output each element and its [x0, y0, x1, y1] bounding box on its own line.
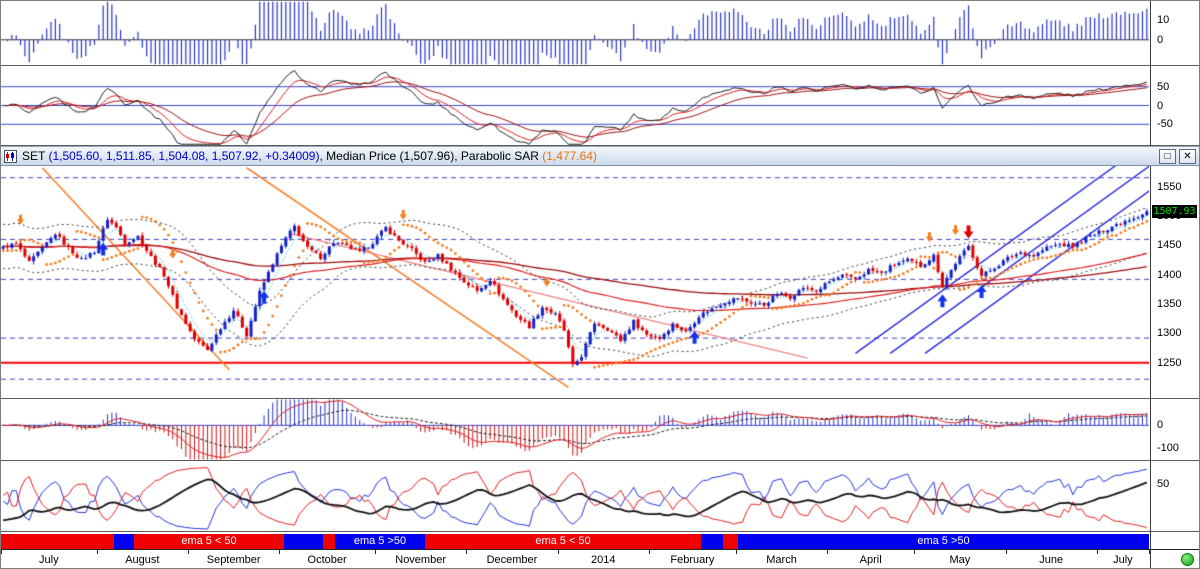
y-axis-label: 1350 [1157, 298, 1182, 311]
month-label: April [859, 554, 882, 566]
month-label: December [486, 554, 538, 566]
y-axis-label: 10 [1157, 14, 1170, 27]
x-axis-tick [374, 550, 376, 554]
status-indicator[interactable] [1181, 553, 1194, 566]
title-segment: (1,505.60, 1,511.85, 1,504.08, 1,507.92,… [48, 149, 320, 163]
panel-second-oscillator: 50 0 -50 [1, 66, 1199, 146]
adx-canvas[interactable] [1, 461, 1149, 531]
macd-canvas[interactable] [1, 399, 1149, 460]
month-label: October [307, 554, 347, 566]
title-segment: SET [22, 149, 49, 163]
ribbon-segment-blue: ema 5 >50 [738, 534, 1149, 549]
month-label: July [39, 554, 59, 566]
month-label: February [670, 554, 715, 566]
x-axis: July August September October November Decemb… [1, 550, 1199, 568]
month-label: September [206, 554, 261, 566]
y-axis-label: 1400 [1157, 268, 1182, 281]
title-segment: , Median Price (1,507.96), Parabolic SAR [319, 149, 543, 163]
y-axis-label: 50 [1157, 80, 1170, 93]
titlebar[interactable]: SET (1,505.60, 1,511.85, 1,504.08, 1,507… [1, 146, 1199, 166]
y-axis-label: 1550 [1157, 180, 1182, 193]
x-axis-tick [914, 550, 916, 554]
y-axis-label: 1250 [1157, 356, 1182, 369]
ribbon-segment-red [323, 534, 335, 549]
window-title: SET (1,505.60, 1,511.85, 1,504.08, 1,507… [22, 149, 1156, 163]
panel-macd: 0 -100 [1, 399, 1199, 461]
panel-main-price: 15501500145014001350130012501507.93 [1, 166, 1199, 399]
ribbon-segment-blue [114, 534, 134, 549]
title-segment: (1,477.64) [542, 149, 597, 163]
y-axis-label: 0 [1157, 419, 1164, 432]
ribbon-segment-blue [284, 534, 323, 549]
plot-axis-divider [1150, 1, 1151, 568]
month-label: July [1113, 554, 1133, 566]
month-label: May [949, 554, 971, 566]
month-label: June [1039, 554, 1064, 566]
ribbon-segment-red: ema 5 < 50 [134, 534, 284, 549]
y-axis-label: 0 [1157, 33, 1164, 46]
x-axis-tick [466, 550, 468, 554]
y-axis-label: 0 [1157, 99, 1164, 112]
x-axis-tick [1005, 550, 1007, 554]
ribbon-segment-blue [701, 534, 723, 549]
y-axis-label: -50 [1157, 118, 1173, 131]
y-axis-label: 50 [1157, 478, 1170, 491]
x-axis-tick [648, 550, 650, 554]
ribbon-segment-red [1, 534, 114, 549]
ribbon-segment-red [723, 534, 738, 549]
x-axis-tick [735, 550, 737, 554]
y-axis-label: -100 [1157, 441, 1180, 454]
ribbon-segment-red: ema 5 < 50 [425, 534, 701, 549]
month-label: March [766, 554, 797, 566]
y-axis-label: 1300 [1157, 327, 1182, 340]
top-oscillator-canvas[interactable] [1, 1, 1149, 65]
month-label: November [395, 554, 446, 566]
x-axis-tick [96, 550, 98, 554]
ribbon-segment-blue: ema 5 >50 [335, 534, 425, 549]
x-axis-tick [557, 550, 559, 554]
x-axis-tick [279, 550, 281, 554]
x-axis-tick [187, 550, 189, 554]
panel-top-oscillator: 10 0 [1, 1, 1199, 66]
close-button[interactable]: ✕ [1179, 148, 1196, 164]
last-price-tag: 1507.93 [1152, 205, 1197, 219]
x-axis-tick [1096, 550, 1098, 554]
month-label: August [125, 554, 160, 566]
y-axis-label: 1450 [1157, 239, 1182, 252]
maximize-button[interactable]: □ [1159, 148, 1176, 164]
chart-icon [4, 149, 17, 163]
panel-adx: 50 [1, 461, 1199, 532]
second-oscillator-canvas[interactable] [1, 66, 1149, 145]
price-chart-canvas[interactable] [1, 166, 1149, 398]
x-axis-tick [1, 550, 2, 554]
x-axis-tick [827, 550, 829, 554]
ema-ribbon: ema 5 < 50 ema 5 >50 ema 5 < 50 ema 5 >50 [1, 532, 1199, 550]
x-axis-tick [1149, 550, 1150, 554]
month-label: 2014 [591, 554, 616, 566]
